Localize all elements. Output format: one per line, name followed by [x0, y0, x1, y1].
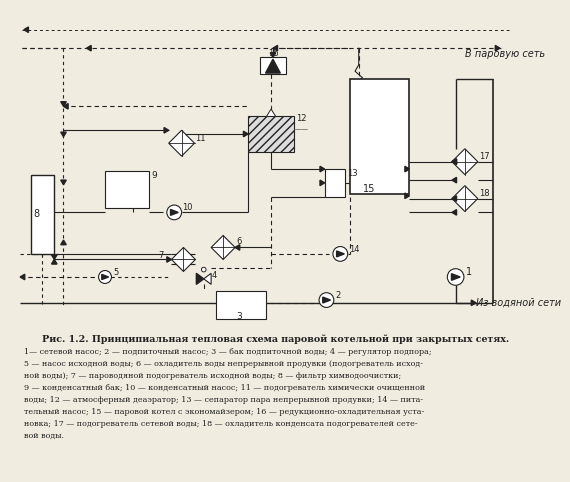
- Text: 11: 11: [196, 134, 206, 143]
- Polygon shape: [196, 273, 203, 284]
- Polygon shape: [51, 255, 57, 259]
- Polygon shape: [24, 27, 28, 32]
- Circle shape: [201, 268, 206, 272]
- Text: 4: 4: [212, 270, 217, 280]
- Text: 15: 15: [363, 184, 376, 194]
- Text: 9 — конденсатный бак; 10 — конденсатный насос; 11 — подогреватель химически очищ: 9 — конденсатный бак; 10 — конденсатный …: [24, 384, 425, 392]
- Polygon shape: [323, 297, 331, 303]
- Polygon shape: [451, 274, 460, 281]
- Bar: [105, 171, 149, 208]
- Circle shape: [99, 270, 112, 283]
- Text: 5 — насос исходной воды; 6 — охладитель воды непрерывной продувки (подогреватель: 5 — насос исходной воды; 6 — охладитель …: [24, 360, 423, 368]
- Text: Из водяной сети: Из водяной сети: [476, 298, 561, 308]
- Polygon shape: [61, 240, 66, 245]
- Polygon shape: [273, 45, 278, 51]
- Text: 13: 13: [347, 169, 357, 178]
- Text: В паровую сеть: В паровую сеть: [465, 49, 545, 59]
- Circle shape: [447, 268, 464, 285]
- Polygon shape: [61, 132, 66, 137]
- Text: 5: 5: [113, 268, 119, 277]
- Polygon shape: [203, 273, 211, 284]
- Bar: [349, 79, 409, 194]
- Text: ——: ——: [295, 126, 309, 133]
- Polygon shape: [87, 45, 91, 51]
- Bar: [248, 116, 294, 152]
- Polygon shape: [102, 274, 108, 280]
- Bar: [260, 57, 286, 74]
- Polygon shape: [452, 159, 457, 164]
- Text: 1: 1: [466, 268, 472, 277]
- Text: 16: 16: [268, 49, 278, 58]
- Text: 8: 8: [33, 209, 39, 219]
- Polygon shape: [452, 196, 457, 201]
- Polygon shape: [471, 300, 476, 306]
- Polygon shape: [172, 247, 196, 271]
- Circle shape: [319, 293, 334, 308]
- Polygon shape: [63, 104, 68, 109]
- Polygon shape: [61, 102, 66, 107]
- Circle shape: [167, 205, 182, 220]
- Text: 6: 6: [236, 238, 242, 246]
- Polygon shape: [320, 180, 324, 186]
- Text: ной воды); 7 — пароводяной подогреватель исходной воды; 8 — фильтр химводоочистк: ной воды); 7 — пароводяной подогреватель…: [24, 372, 401, 380]
- Polygon shape: [164, 128, 169, 133]
- Text: Рис. 1.2. Принципиальная тепловая схема паровой котельной при закрытых сетях.: Рис. 1.2. Принципиальная тепловая схема …: [42, 334, 510, 344]
- Polygon shape: [405, 166, 409, 172]
- Bar: [215, 291, 267, 319]
- Text: 2: 2: [336, 291, 341, 300]
- Text: тельный насос; 15 — паровой котел с экономайзером; 16 — редукционно-охладительна: тельный насос; 15 — паровой котел с экон…: [24, 408, 424, 416]
- Text: 18: 18: [479, 189, 489, 199]
- Text: 3: 3: [236, 312, 242, 321]
- Polygon shape: [170, 210, 178, 215]
- Text: 17: 17: [479, 152, 489, 161]
- Polygon shape: [211, 236, 235, 259]
- Polygon shape: [169, 130, 194, 156]
- Text: 1— сетевой насос; 2 — подпиточный насос; 3 — бак подпиточной воды; 4 — регулятор: 1— сетевой насос; 2 — подпиточный насос;…: [24, 348, 431, 356]
- Polygon shape: [20, 274, 25, 280]
- Polygon shape: [495, 45, 500, 51]
- Polygon shape: [235, 245, 240, 250]
- Circle shape: [333, 246, 348, 261]
- Text: воды; 12 — атмосферный деаэратор; 13 — сепаратор пара непрерывной продувки; 14 —: воды; 12 — атмосферный деаэратор; 13 — с…: [24, 396, 423, 404]
- Polygon shape: [243, 131, 248, 137]
- Polygon shape: [167, 257, 172, 262]
- Polygon shape: [51, 259, 57, 264]
- Polygon shape: [267, 109, 276, 117]
- Polygon shape: [452, 186, 478, 212]
- Text: 7: 7: [158, 251, 164, 260]
- Polygon shape: [405, 193, 409, 199]
- Polygon shape: [452, 210, 457, 215]
- Polygon shape: [61, 180, 66, 185]
- Text: 10: 10: [182, 203, 193, 212]
- Bar: [324, 169, 345, 197]
- Polygon shape: [452, 159, 457, 164]
- Polygon shape: [320, 166, 324, 172]
- Text: 9: 9: [151, 171, 157, 180]
- Polygon shape: [266, 59, 280, 73]
- Polygon shape: [452, 177, 457, 183]
- Text: 14: 14: [349, 245, 360, 254]
- Text: новка; 17 — подогреватель сетевой воды; 18 — охладитель конденсата подогревателе: новка; 17 — подогреватель сетевой воды; …: [24, 420, 417, 428]
- Text: вой воды.: вой воды.: [24, 432, 64, 440]
- Text: 12: 12: [296, 114, 307, 123]
- Polygon shape: [452, 149, 478, 174]
- Bar: [31, 175, 54, 254]
- Polygon shape: [337, 251, 344, 257]
- Polygon shape: [270, 53, 276, 57]
